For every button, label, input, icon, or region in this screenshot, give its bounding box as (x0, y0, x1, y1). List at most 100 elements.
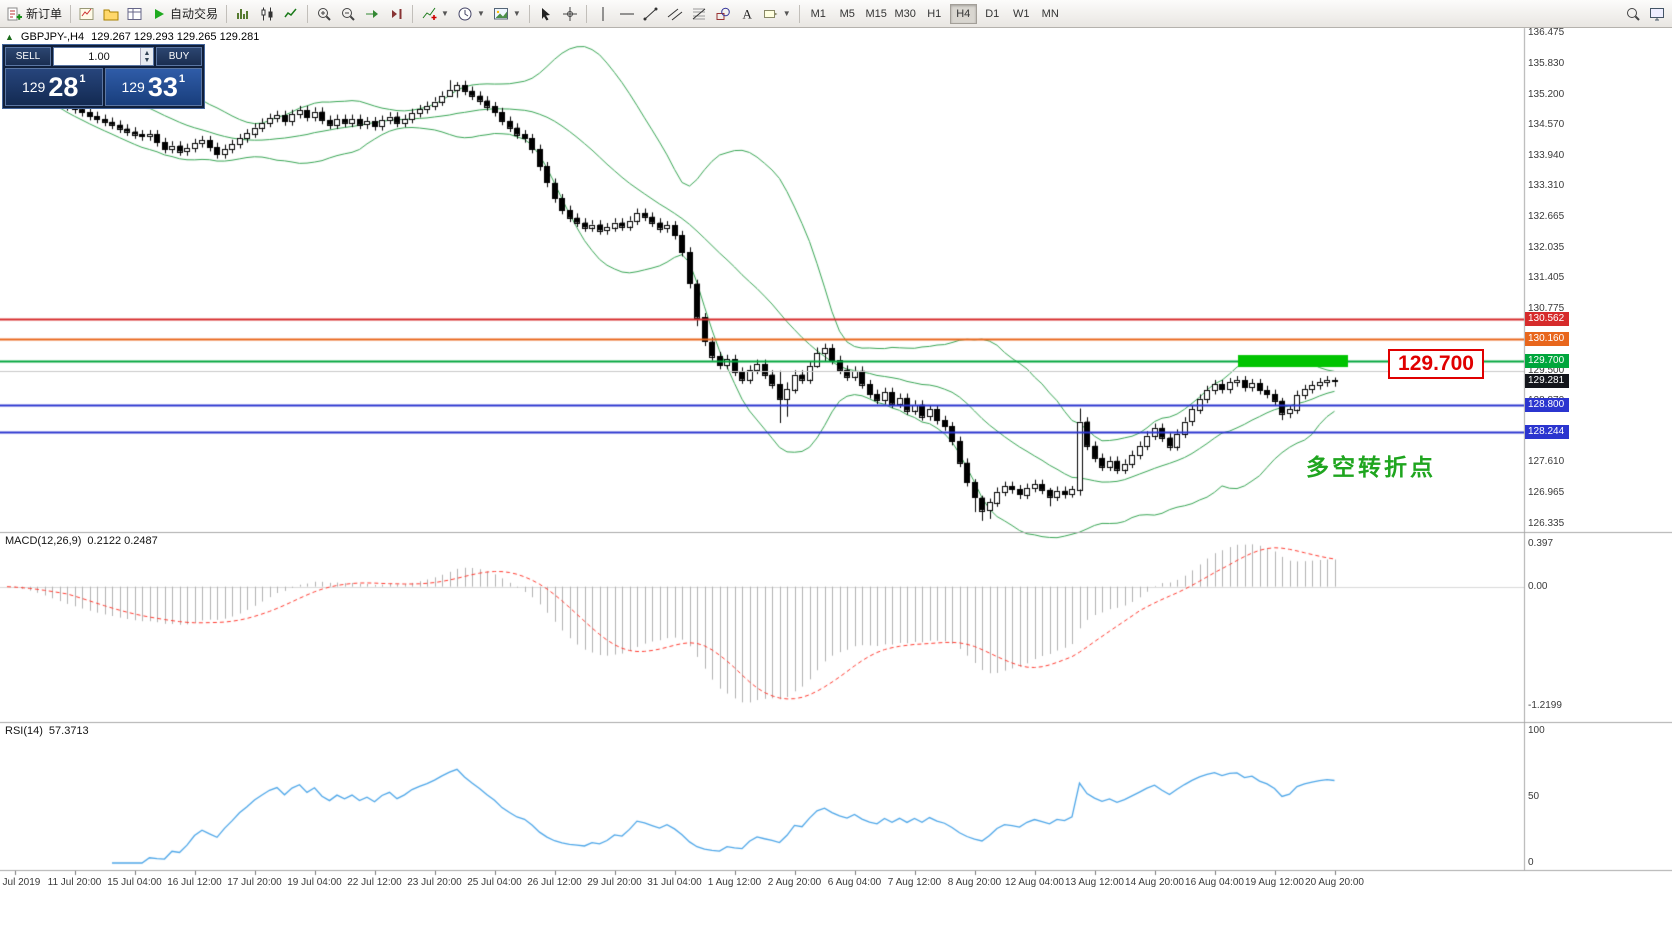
cursor-icon (538, 6, 554, 22)
line-chart-button[interactable] (279, 3, 303, 25)
autotrade-icon (151, 6, 167, 22)
time-axis-label: 19 Aug 12:00 (1245, 877, 1304, 888)
indicators-icon (421, 6, 437, 22)
price-axis-tick: 133.940 (1528, 150, 1565, 161)
timeframe-M1[interactable]: M1 (810, 7, 826, 20)
timeframe-D1[interactable]: D1 (985, 7, 1000, 20)
volume-stepper[interactable]: ▲ ▼ (140, 48, 153, 65)
chart-shift-button[interactable] (384, 3, 408, 25)
dropdown-arrow-icon: ▼ (782, 9, 791, 18)
volume-field[interactable]: 1.00 ▲ ▼ (53, 47, 154, 66)
price-axis-tick: 126.965 (1528, 487, 1565, 498)
time-axis-label: 1 Aug 12:00 (707, 877, 762, 888)
svg-text:A: A (742, 6, 752, 21)
symbol-label: GBPJPY-,H4 (20, 31, 85, 43)
cursor-button[interactable] (534, 3, 558, 25)
volume-value[interactable]: 1.00 (88, 50, 110, 63)
periods-icon (457, 6, 473, 22)
sell-button[interactable]: SELL (5, 47, 51, 66)
text-icon: A (739, 6, 755, 22)
shapes-button[interactable] (711, 3, 735, 25)
toolbar: 新订单 自动交易 ▼ ▼ ▼ A ▼ M1 M5 M15 M30 H1 H4 D1 W1 MN (0, 0, 1672, 28)
zoom-out-button[interactable] (336, 3, 360, 25)
hline-price-tag[interactable]: 130.160 (1525, 332, 1569, 346)
bar-chart-button[interactable] (231, 3, 255, 25)
trendline-icon (643, 6, 659, 22)
monitor-icon (1649, 6, 1665, 22)
search-icon (1625, 6, 1641, 22)
auto-scroll-button[interactable] (360, 3, 384, 25)
buy-price-big: 33 (147, 71, 178, 102)
one-click-trading-panel: SELL 1.00 ▲ ▼ BUY 129 28 1 129 33 1 (2, 44, 205, 109)
profiles-button[interactable] (99, 3, 123, 25)
profiles-icon (103, 6, 119, 22)
periods-button[interactable]: ▼ (453, 3, 489, 25)
sell-price-prefix: 129 (21, 79, 46, 95)
toolbar-separator (412, 4, 414, 23)
search-button[interactable] (1621, 3, 1645, 25)
symbol-expand-icon[interactable]: ▲ (5, 32, 14, 42)
new-order-button-label: 新订单 (26, 7, 63, 21)
indicators-button[interactable]: ▼ (417, 3, 453, 25)
open-chart-button[interactable] (75, 3, 99, 25)
text-label-button[interactable]: ▼ (759, 3, 795, 25)
timeframe-M5[interactable]: M5 (839, 7, 855, 20)
time-axis-label: 19 Jul 04:00 (287, 877, 342, 888)
hline-price-tag[interactable]: 130.562 (1525, 312, 1569, 326)
timeframe-M30[interactable]: M30 (894, 7, 916, 20)
price-callout[interactable]: 129.700 (1388, 349, 1484, 379)
buy-button[interactable]: BUY (156, 47, 202, 66)
spin-down-icon[interactable]: ▼ (143, 56, 151, 64)
fibonacci-button[interactable] (687, 3, 711, 25)
vertical-line-button[interactable] (591, 3, 615, 25)
data-window-button[interactable] (123, 3, 147, 25)
vline-icon (595, 6, 611, 22)
crosshair-icon (562, 6, 578, 22)
channel-button[interactable] (663, 3, 687, 25)
time-axis-label: 16 Jul 12:00 (167, 877, 222, 888)
buy-price-prefix: 129 (121, 79, 145, 95)
candle-chart-icon (259, 6, 275, 22)
channel-icon (667, 6, 683, 22)
time-axis-label: 26 Jul 12:00 (527, 877, 582, 888)
sell-price-button[interactable]: 129 28 1 (5, 68, 103, 106)
templates-button[interactable]: ▼ (489, 3, 525, 25)
time-axis-label: 7 Aug 12:00 (887, 877, 942, 888)
hline-price-tag[interactable]: 129.700 (1525, 354, 1569, 368)
spin-up-icon[interactable]: ▲ (143, 49, 151, 57)
text-button[interactable]: A (735, 3, 759, 25)
horizontal-line-button[interactable] (615, 3, 639, 25)
zoom-in-button[interactable] (312, 3, 336, 25)
time-axis-label: 10 Jul 2019 (0, 877, 41, 888)
buy-price-button[interactable]: 129 33 1 (104, 68, 202, 106)
timeframe-H1[interactable]: H1 (927, 7, 942, 20)
rsi-axis-tick: 100 (1528, 725, 1545, 736)
macd-axis-tick: 0.397 (1528, 538, 1554, 549)
price-axis-tick: 129.500 (1528, 365, 1565, 376)
chart-window-icon (79, 6, 95, 22)
open-in-window-button[interactable] (1645, 3, 1669, 25)
macd-indicator-label: MACD(12,26,9) 0.2122 0.2487 (5, 535, 158, 547)
rsi-indicator-label: RSI(14) 57.3713 (5, 725, 89, 737)
time-axis-label: 31 Jul 04:00 (647, 877, 702, 888)
new-order-button[interactable]: 新订单 (3, 3, 66, 25)
timeframe-MN[interactable]: MN (1041, 7, 1059, 20)
timeframe-W1[interactable]: W1 (1012, 7, 1030, 20)
timeframe-M15[interactable]: M15 (865, 7, 887, 20)
auto-scroll-icon (364, 6, 380, 22)
time-axis-label: 25 Jul 04:00 (467, 877, 522, 888)
toolbar-separator (307, 4, 309, 23)
hline-price-tag[interactable]: 128.244 (1525, 425, 1569, 439)
autotrade-button[interactable]: 自动交易 (147, 3, 222, 25)
candlestick-chart-button[interactable] (255, 3, 279, 25)
timeframe-H4[interactable]: H4 (949, 3, 977, 24)
data-window-icon (127, 6, 143, 22)
hline-price-tag[interactable]: 128.800 (1525, 398, 1569, 412)
trendline-button[interactable] (639, 3, 663, 25)
dropdown-arrow-icon: ▼ (512, 9, 521, 18)
toolbar-separator (226, 4, 228, 23)
crosshair-button[interactable] (558, 3, 582, 25)
price-axis-tick: 132.035 (1528, 242, 1565, 253)
price-axis-tick: 134.570 (1528, 119, 1565, 130)
